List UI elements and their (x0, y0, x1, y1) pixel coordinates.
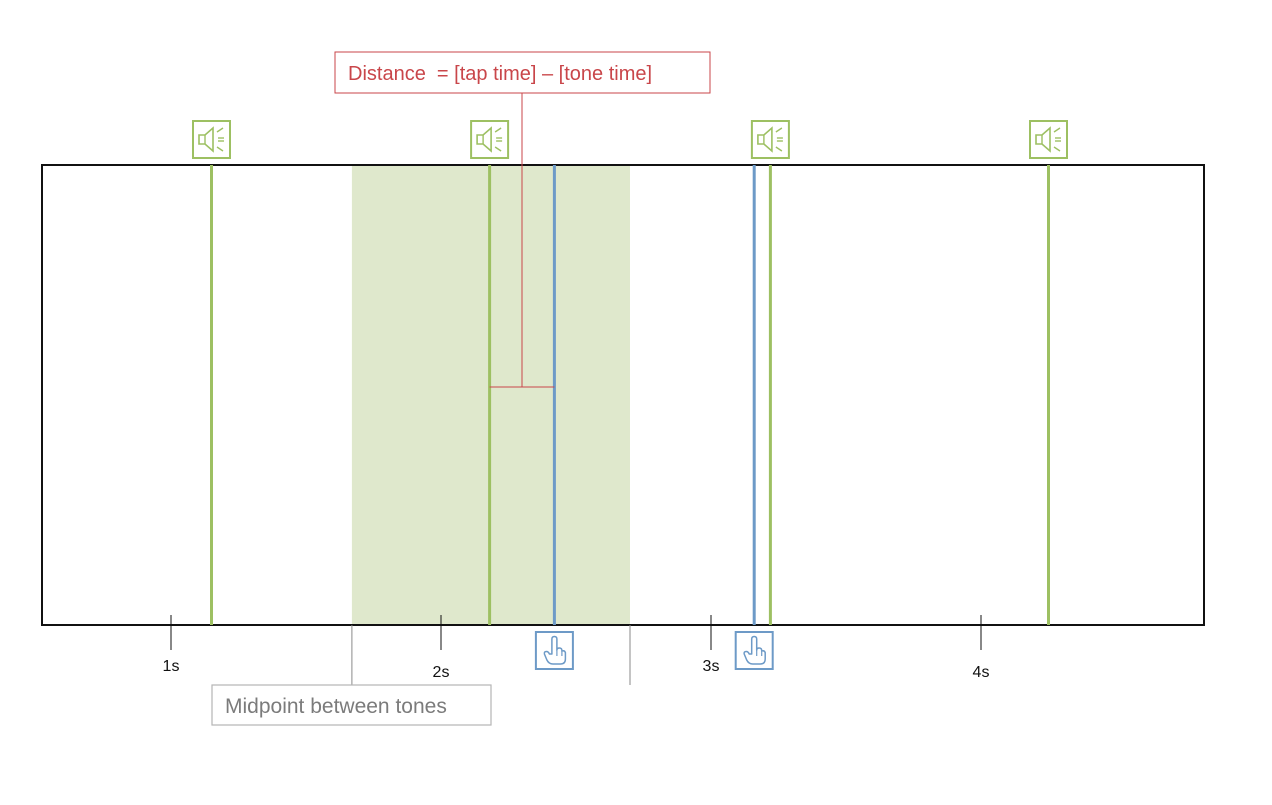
midpoint-callout-box (211, 684, 492, 726)
midpoint-callout: Midpoint between tones (211, 684, 492, 726)
timeline-frame (41, 164, 1205, 626)
tap-hand-icon (734, 631, 774, 670)
axis-tick-label: 4s (973, 664, 990, 681)
distance-callout-box (334, 51, 711, 94)
midpoint-label: Midpoint between tones (225, 695, 447, 718)
distance-formula-label: Distance = [tap time] – [tone time] (348, 63, 652, 85)
speaker-icon (750, 120, 790, 159)
tone-layer (192, 120, 1068, 625)
axis-tick-label: 2s (433, 664, 450, 681)
speaker-icon (470, 120, 510, 159)
speaker-icon (1029, 120, 1068, 159)
speaker-icon (192, 120, 231, 159)
axis-tick-label: 1s (163, 658, 180, 675)
distance-callout: Distance = [tap time] – [tone time] (334, 51, 711, 94)
tap-layer (534, 165, 774, 670)
axis-tick-label: 3s (703, 658, 720, 675)
time-axis: 1s 2s 3s 4s (163, 615, 990, 681)
distance-bracket (489, 93, 555, 388)
tap-hand-icon (534, 631, 574, 670)
